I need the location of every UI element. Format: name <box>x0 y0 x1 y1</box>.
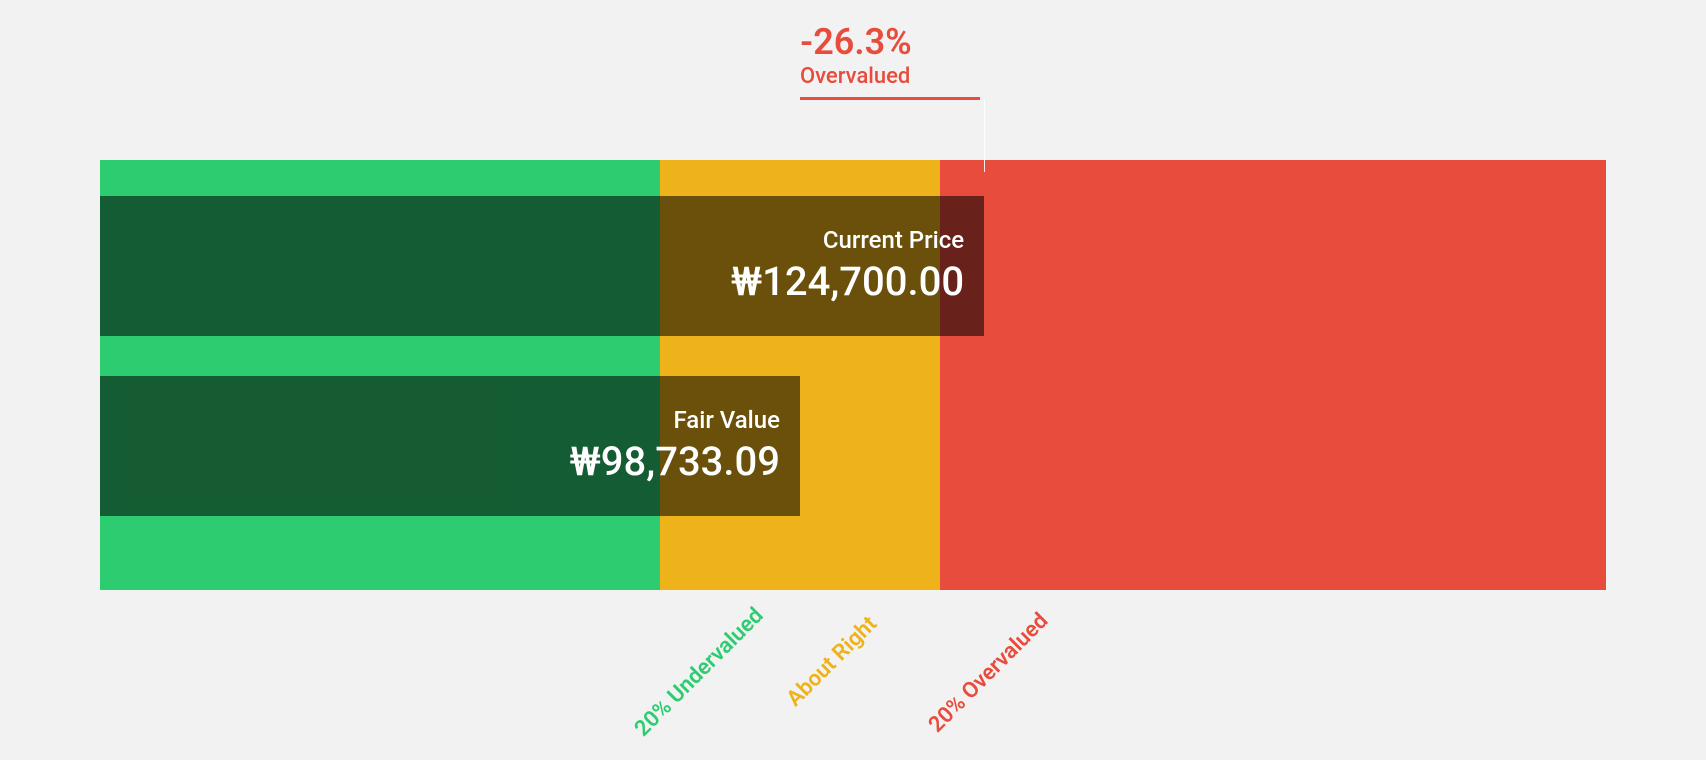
bar-current-value: ₩124,700.00 <box>731 259 964 305</box>
bar-fair-text: Fair Value ₩98,733.09 <box>570 407 780 485</box>
callout-rule <box>800 97 980 100</box>
bar-fair: Fair Value ₩98,733.09 <box>100 376 800 516</box>
band-2 <box>940 160 1606 590</box>
bar-fair-value: ₩98,733.09 <box>570 439 780 485</box>
callout-leader <box>984 100 985 172</box>
valuation-callout: -26.3% Overvalued <box>800 24 980 100</box>
bar-current: Current Price ₩124,700.00 <box>100 196 984 336</box>
callout-label: Overvalued <box>800 64 980 89</box>
axis-label-2: 20% Overvalued <box>924 608 1053 737</box>
chart-area: Current Price ₩124,700.00 Fair Value ₩98,73… <box>100 160 1606 590</box>
axis-label-0: 20% Undervalued <box>630 603 768 741</box>
axis-label-1: About Right <box>782 612 882 712</box>
callout-percent: -26.3% <box>800 24 980 60</box>
bar-fair-label: Fair Value <box>570 407 780 435</box>
bar-current-text: Current Price ₩124,700.00 <box>731 227 964 305</box>
valuation-chart: Current Price ₩124,700.00 Fair Value ₩98,73… <box>0 0 1706 760</box>
bar-current-label: Current Price <box>731 227 964 255</box>
